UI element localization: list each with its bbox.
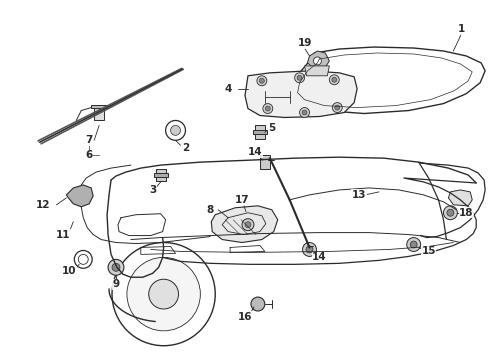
Text: 9: 9	[112, 279, 120, 289]
Polygon shape	[211, 206, 277, 243]
Circle shape	[299, 108, 309, 117]
Polygon shape	[244, 71, 356, 117]
Circle shape	[112, 264, 120, 271]
Circle shape	[409, 241, 416, 248]
Polygon shape	[155, 169, 165, 181]
Text: 14: 14	[311, 252, 326, 262]
Text: 18: 18	[458, 208, 472, 218]
Circle shape	[328, 75, 339, 85]
Text: 8: 8	[206, 205, 213, 215]
Polygon shape	[289, 47, 484, 113]
Text: 2: 2	[182, 143, 189, 153]
Polygon shape	[66, 185, 93, 207]
Circle shape	[256, 76, 266, 86]
Circle shape	[108, 260, 123, 275]
Text: 3: 3	[149, 185, 156, 195]
Polygon shape	[307, 51, 328, 69]
Polygon shape	[304, 66, 328, 76]
Circle shape	[259, 78, 264, 83]
Text: 12: 12	[36, 200, 51, 210]
Circle shape	[406, 238, 420, 251]
Circle shape	[302, 243, 316, 256]
Circle shape	[313, 57, 321, 65]
Circle shape	[443, 206, 456, 220]
Text: 6: 6	[85, 150, 93, 160]
Polygon shape	[259, 155, 269, 169]
Circle shape	[263, 104, 272, 113]
Polygon shape	[94, 105, 104, 121]
Polygon shape	[447, 190, 471, 206]
Text: 17: 17	[234, 195, 249, 205]
Text: 15: 15	[421, 247, 435, 256]
Circle shape	[302, 110, 306, 115]
Text: 14: 14	[247, 147, 262, 157]
Circle shape	[265, 106, 270, 111]
Circle shape	[165, 121, 185, 140]
Text: 13: 13	[351, 190, 366, 200]
Circle shape	[331, 77, 336, 82]
Circle shape	[127, 257, 200, 331]
Circle shape	[148, 279, 178, 309]
Circle shape	[74, 251, 92, 268]
Text: 11: 11	[56, 230, 70, 239]
Polygon shape	[153, 173, 167, 177]
Circle shape	[170, 125, 180, 135]
Circle shape	[78, 255, 88, 264]
Text: 16: 16	[237, 312, 252, 322]
Text: 5: 5	[267, 123, 275, 134]
Circle shape	[332, 103, 342, 113]
Circle shape	[112, 243, 215, 346]
Text: 7: 7	[85, 135, 93, 145]
Circle shape	[305, 246, 312, 253]
Circle shape	[294, 73, 304, 83]
Circle shape	[250, 297, 264, 311]
Circle shape	[242, 219, 253, 231]
Circle shape	[334, 105, 339, 110]
Polygon shape	[91, 105, 107, 108]
Circle shape	[244, 222, 250, 228]
Text: 19: 19	[297, 38, 311, 48]
Text: 10: 10	[62, 266, 77, 276]
Circle shape	[446, 209, 453, 216]
Text: 1: 1	[457, 24, 464, 34]
Polygon shape	[254, 125, 264, 139]
Circle shape	[297, 75, 302, 80]
Polygon shape	[252, 130, 266, 134]
Text: 4: 4	[224, 84, 231, 94]
